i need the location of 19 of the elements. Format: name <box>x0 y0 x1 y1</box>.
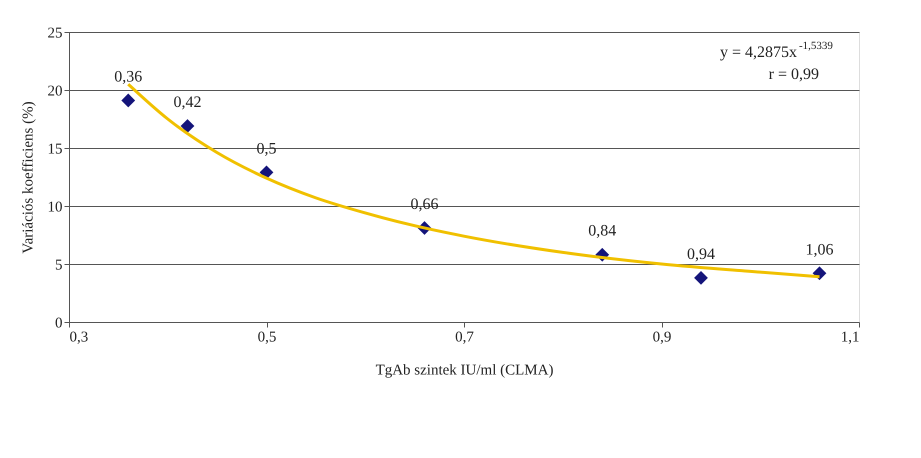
x-tick-label: 0,3 <box>70 330 88 346</box>
y-tick-label: 15 <box>48 142 62 158</box>
annotation: 0,36 <box>114 68 142 86</box>
y-tick-label: 0 <box>55 316 62 332</box>
y-tick-label: 10 <box>48 200 62 216</box>
x-tick-label: 0,9 <box>652 330 672 346</box>
annotation: 0,42 <box>174 94 202 111</box>
annotation: 0,94 <box>687 246 715 263</box>
y-tick-label: 20 <box>48 84 62 100</box>
annotation: 0,84 <box>588 222 616 240</box>
x-tick-label: 0,5 <box>258 330 276 346</box>
x-axis-title: TgAb szintek IU/ml (CLMA) <box>376 362 554 378</box>
annotation: 1,06 <box>806 241 834 258</box>
x-tick-label: 0,7 <box>455 330 474 346</box>
x-tick-label: 1,1 <box>840 330 860 346</box>
y-tick-label: 25 <box>48 26 62 42</box>
y-axis-title: Variációs koefficiens (%) <box>20 101 36 254</box>
y-tick-label: 5 <box>55 258 62 274</box>
annotation: r = 0,99 <box>768 66 819 83</box>
